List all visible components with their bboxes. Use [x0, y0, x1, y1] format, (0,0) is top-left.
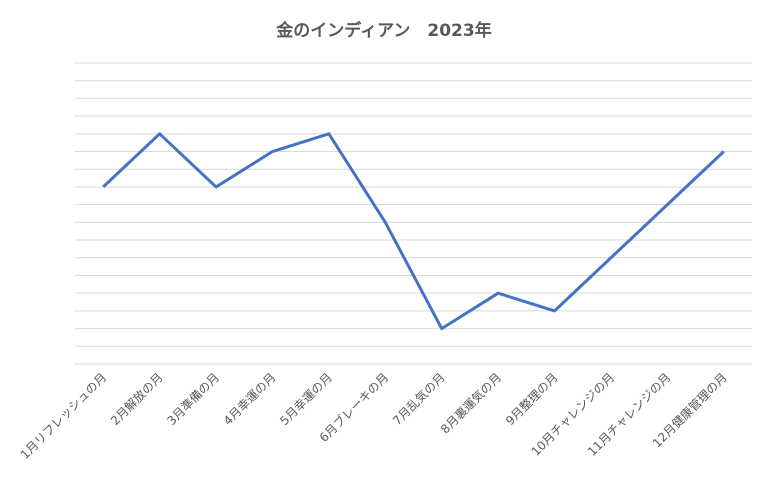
chart-title: 金のインディアン 2023年: [275, 20, 491, 41]
x-tick-label: 9月整理の月: [502, 370, 560, 428]
x-tick-label: 4月幸運の月: [221, 370, 279, 428]
x-tick-label: 1月リフレッシュの月: [18, 370, 110, 462]
x-tick-label: 5月幸運の月: [277, 370, 335, 428]
x-tick-label: 3月準備の月: [164, 370, 222, 428]
data-line: [102, 132, 725, 331]
x-tick-label: 7月乱気の月: [389, 370, 447, 428]
x-tick-label: 8月裏運気の月: [437, 370, 504, 437]
x-tick-label: 2月解放の月: [107, 370, 165, 428]
